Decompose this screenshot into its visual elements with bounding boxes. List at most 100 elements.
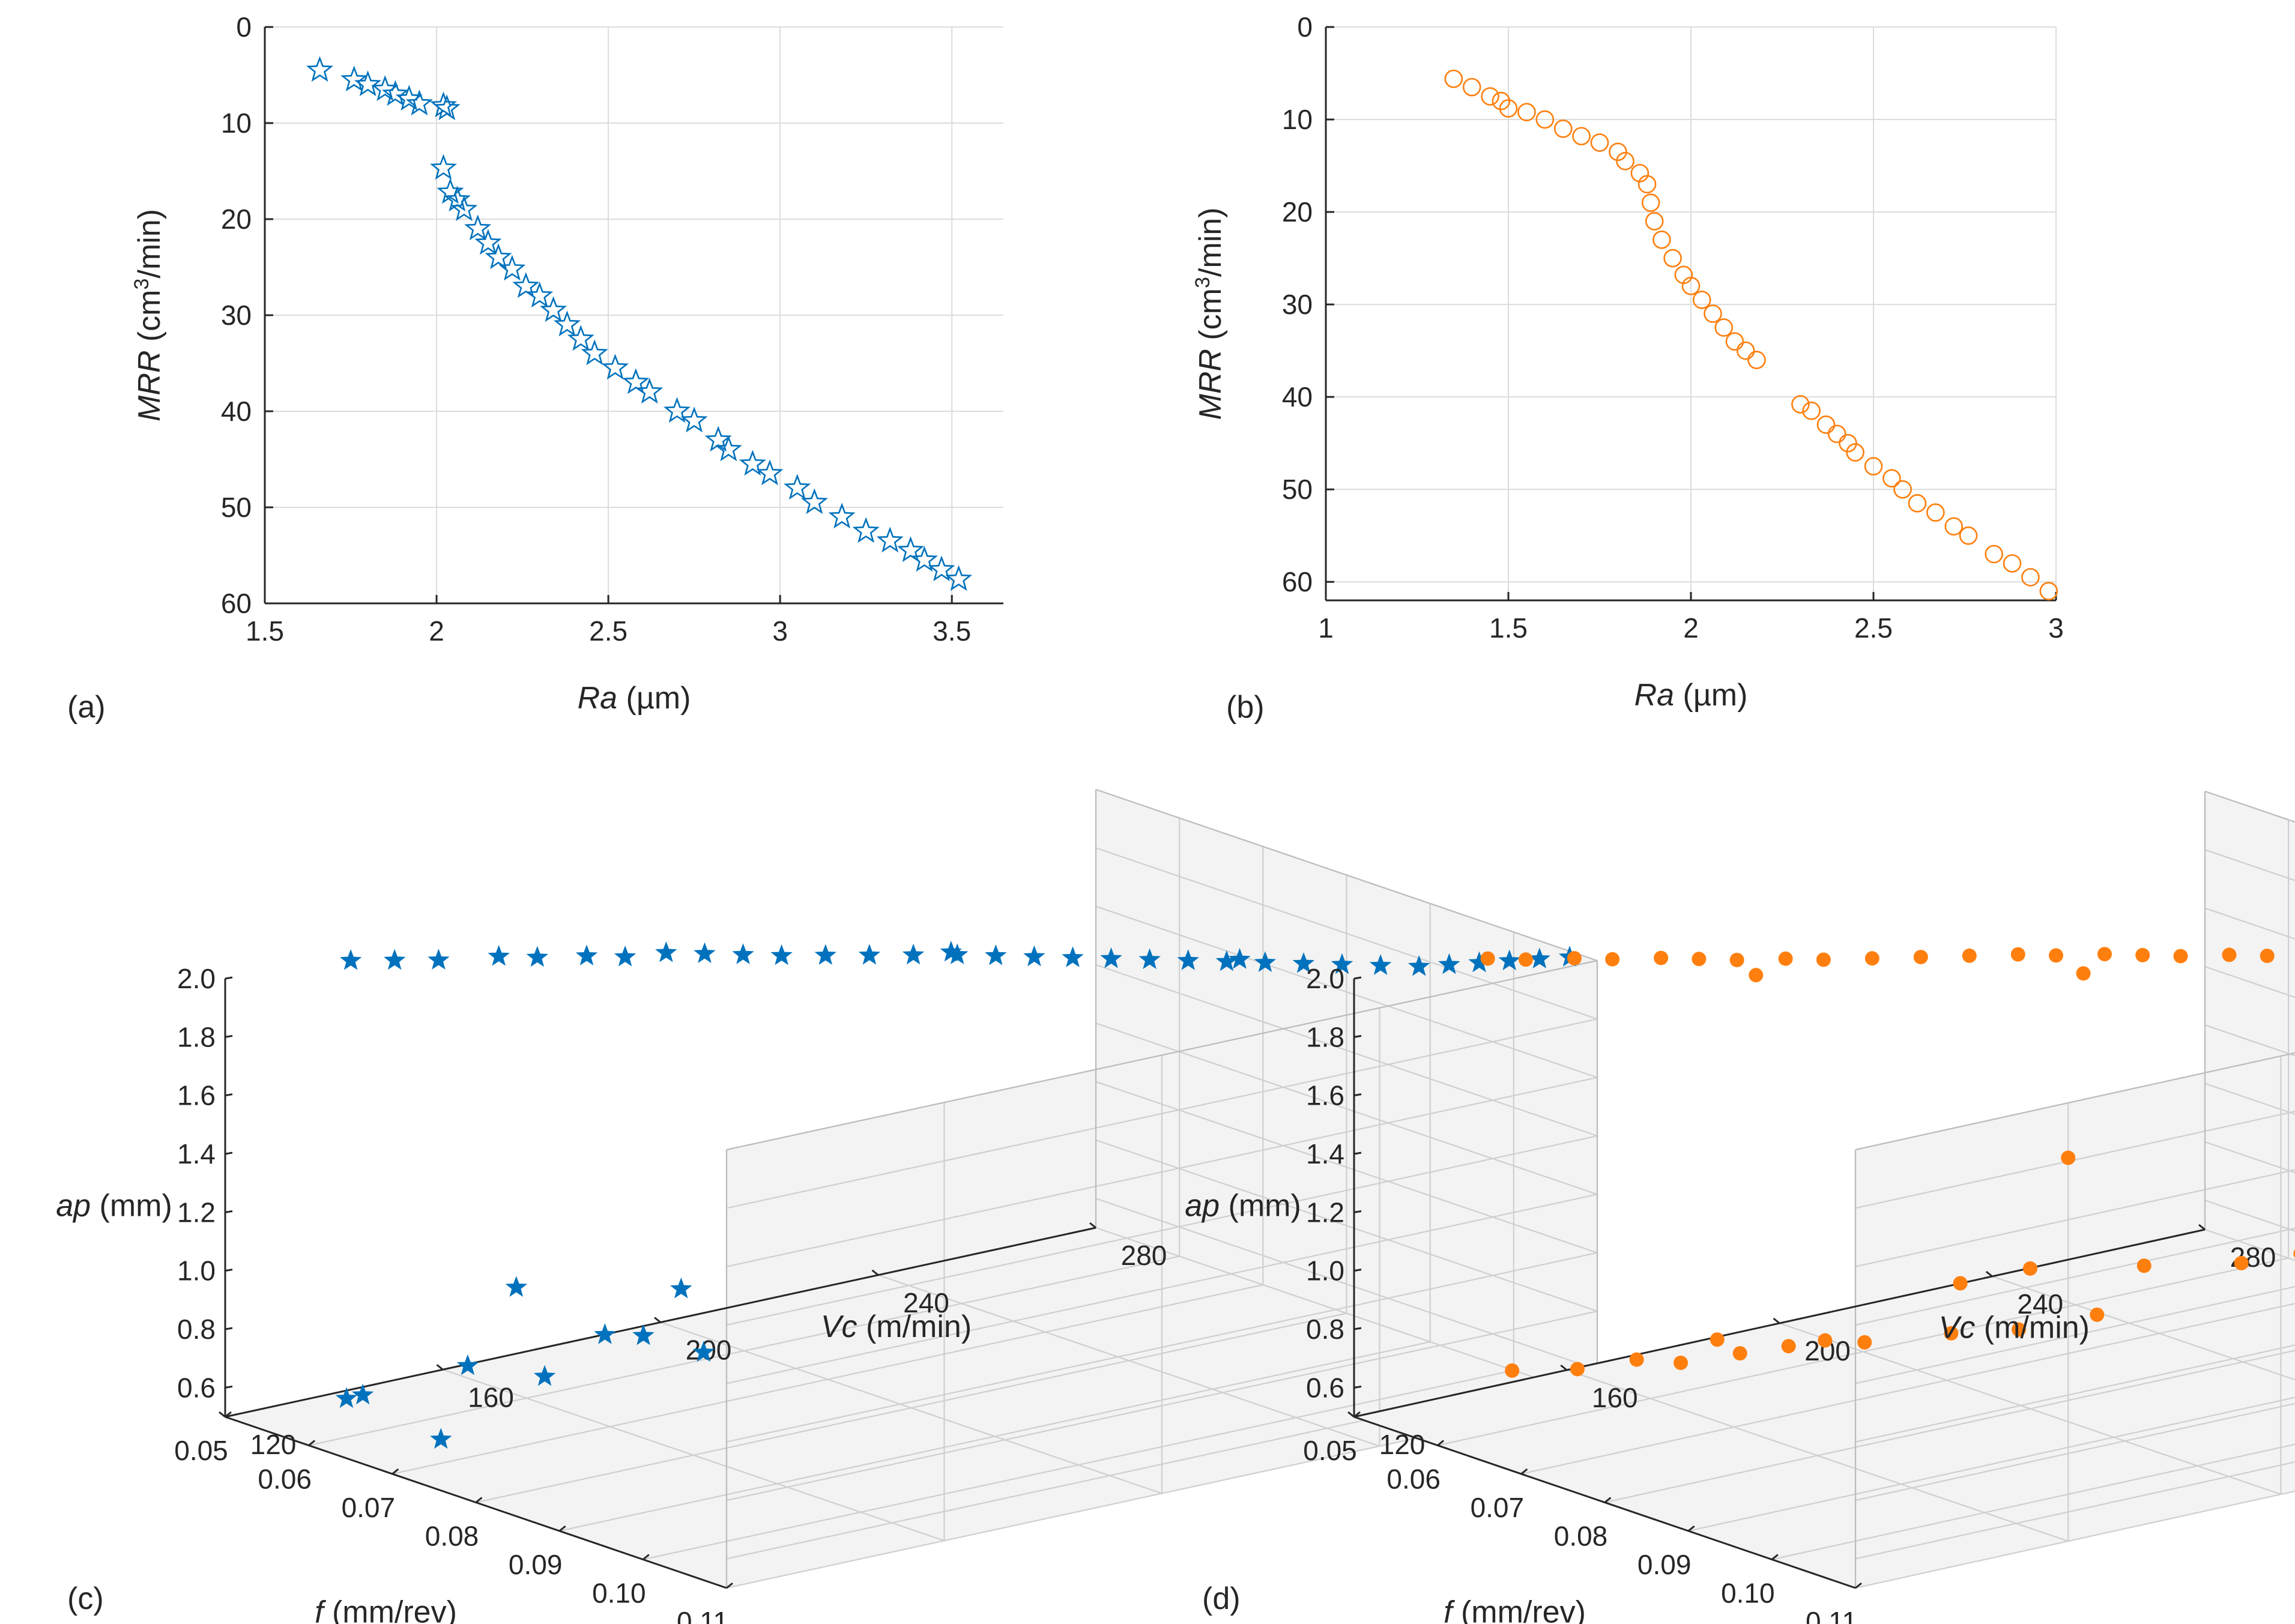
ap-tick-label-d: 1.4: [1306, 1138, 1344, 1170]
wall-gridline-ap-right-d: [2204, 1141, 2295, 1174]
data-point-star: [692, 1341, 715, 1362]
y-tick-label-b: 20: [1282, 196, 1313, 228]
data-point-star: [1023, 945, 1045, 967]
data-point-circle: [1492, 91, 1511, 110]
data-point-star: [526, 282, 554, 308]
ap-tick-mark-c: [225, 1152, 233, 1155]
ap-tick-mark-d: [1353, 1269, 1362, 1272]
ap-axis-label-c: ap (mm): [56, 1189, 172, 1224]
y-axis-label-b-part-0: (cm: [1193, 288, 1228, 349]
data-point-circle: [1641, 193, 1660, 212]
data-point-circle: [1781, 1339, 1796, 1354]
data-point-star: [594, 1323, 616, 1344]
data-point-circle: [2061, 1150, 2076, 1165]
floor-gridline-vc-d: [1566, 1369, 2069, 1542]
f-tick-mark-c: [308, 1440, 316, 1446]
f-tick-label-d: 0.06: [1386, 1464, 1441, 1495]
data-point-star: [335, 1387, 358, 1408]
floor-gridline-vc-c: [878, 1274, 1380, 1447]
vc-axis-label-c-italic: Vc: [821, 1309, 857, 1344]
floor-gridline-vc-c: [443, 1369, 945, 1542]
data-point-star: [429, 91, 458, 118]
y-tick-label-a: 20: [221, 204, 252, 235]
vc-tick-mark-d: [1773, 1317, 1780, 1324]
ap-axis-label-c-part-0: (mm): [91, 1189, 172, 1224]
f-tick-label-d: 0.10: [1721, 1578, 1775, 1609]
floor-gridline-vc-d: [1992, 1275, 2295, 1381]
wall-gridline-ap-left-d: [1855, 1286, 2295, 1384]
data-point-circle: [1572, 127, 1591, 146]
vc-tick-mark-d: [1985, 1270, 1993, 1278]
pane-edge-c: [1095, 788, 1598, 962]
wall-gridline-ap-right-d: [2204, 849, 2295, 881]
pane-edge-d: [1855, 1052, 2295, 1151]
data-point-circle: [2234, 1255, 2249, 1270]
data-point-circle: [2135, 947, 2150, 962]
f-tick-mark-c: [225, 1411, 232, 1418]
data-point-star: [437, 178, 464, 204]
ap-tick-label-d: 1.6: [1306, 1080, 1344, 1111]
floor-gridline-vc-d: [2204, 1228, 2295, 1261]
f-tick-mark-d: [1687, 1525, 1695, 1532]
data-point-circle: [1926, 503, 1945, 522]
data-point-circle: [1913, 950, 1928, 965]
data-point-circle: [1605, 952, 1620, 967]
data-point-circle: [1645, 212, 1664, 231]
data-point-star: [784, 474, 811, 500]
floor-gridline-vc-d: [1779, 1322, 2281, 1496]
wall-gridline-ap-left-d: [1855, 1402, 2295, 1502]
data-point-star: [533, 1365, 556, 1386]
data-point-circle: [1499, 99, 1518, 118]
wall-gridline-ap-right-d: [2204, 1200, 2295, 1232]
data-point-circle: [2076, 966, 2091, 981]
data-point-star: [1331, 953, 1353, 974]
panel-label-b: (b): [1226, 690, 1265, 725]
y-tick-label-b: 50: [1282, 474, 1313, 505]
data-point-circle: [1710, 1332, 1725, 1347]
data-point-star: [632, 1324, 655, 1345]
f-tick-mark-d: [1604, 1497, 1612, 1503]
data-point-circle: [1953, 1276, 1968, 1291]
ap-tick-label-c: 1.4: [177, 1138, 216, 1170]
data-point-star: [902, 943, 925, 965]
data-point-star: [1177, 949, 1199, 970]
x-tick-label-a: 1.5: [246, 615, 284, 647]
vc-tick-mark-c: [1089, 1222, 1096, 1229]
f-tick-mark-c: [642, 1554, 650, 1560]
data-point-star: [756, 459, 784, 486]
f-tick-label-c: 0.11: [677, 1606, 728, 1624]
data-point-star: [663, 397, 691, 423]
f-tick-label-c: 0.07: [342, 1492, 396, 1523]
vc-tick-mark-d: [1347, 1411, 1355, 1418]
ap-tick-label-d: 1.2: [1306, 1197, 1344, 1228]
x-tick-label-b: 3: [2048, 612, 2064, 644]
data-point-circle: [1816, 952, 1831, 967]
wall-gridline-ap-right-c: [1095, 964, 1598, 1137]
wall-gridline-ap-left-d: [1855, 1344, 2295, 1443]
data-point-star: [601, 354, 629, 380]
y-axis-label-a-part-0: (cm: [132, 289, 167, 350]
data-point-circle: [1959, 526, 1978, 545]
data-point-star: [770, 944, 793, 965]
data-point-star: [306, 56, 334, 82]
f-axis-label-d-italic: f: [1444, 1595, 1455, 1624]
pane-edge-d: [2204, 790, 2295, 823]
data-point-circle: [2097, 947, 2112, 962]
wall-gridline-ap-left-c: [726, 1252, 1598, 1443]
wall-gridline-ap-left-c: [726, 1194, 1598, 1384]
x-tick-label-a: 3: [772, 615, 788, 647]
data-point-star: [512, 272, 540, 298]
vc-tick-label-d: 160: [1592, 1382, 1638, 1413]
data-point-circle: [1481, 87, 1499, 106]
data-point-star: [876, 527, 904, 553]
ap-tick-mark-c: [225, 976, 233, 980]
data-point-star: [636, 378, 664, 404]
vc-axis-label-d: Vc (m/min): [1939, 1310, 2090, 1345]
data-point-circle: [2003, 554, 2022, 573]
data-point-circle: [2222, 947, 2237, 962]
vc-tick-label-c: 160: [468, 1381, 514, 1413]
data-point-circle: [1732, 1346, 1747, 1361]
data-point-circle: [1629, 1352, 1644, 1367]
